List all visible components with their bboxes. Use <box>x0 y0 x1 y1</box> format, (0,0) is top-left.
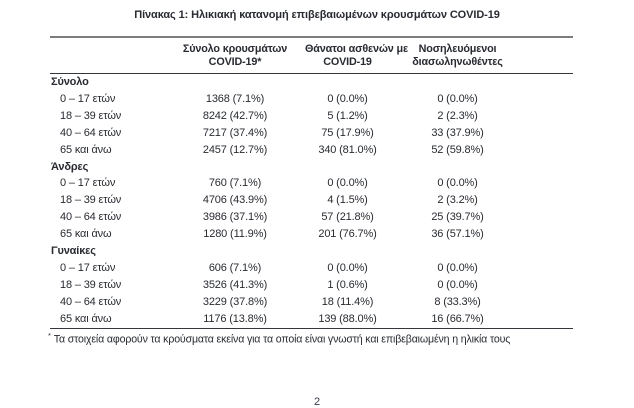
section-label: Σύνολο <box>51 76 89 88</box>
cases-value: 3229 (37.8%) <box>202 295 268 308</box>
age-group-label: 18 – 39 ετών <box>60 109 122 122</box>
section-header-row: Σύνολο <box>50 74 573 91</box>
intubated-value: 8 (33.3%) <box>434 295 481 308</box>
deaths-value: 57 (21.8%) <box>321 211 374 224</box>
col-header-deaths: Θάνατοι ασθενών με COVID-19 <box>305 37 408 74</box>
cases-value: 1368 (7.1%) <box>205 92 265 105</box>
footnote: * Τα στοιχεία αφορούν τα κρούσματα εκείνα… <box>48 331 593 346</box>
filler-cell <box>525 142 573 159</box>
section-label: Γυναίκες <box>51 245 96 258</box>
deaths-value: 1 (0.6%) <box>327 278 368 291</box>
table-row: 18 – 39 ετών 3526 (41.3%) 1 (0.6%) 0 (0.0%) <box>50 277 573 294</box>
page-number: 2 <box>313 396 321 408</box>
deaths-value: 0 (0.0%) <box>327 92 368 105</box>
deaths-value: 340 (81.0%) <box>318 143 377 156</box>
intubated-value: 0 (0.0%) <box>437 92 478 105</box>
cases-value: 1176 (13.8%) <box>203 312 267 325</box>
filler-cell <box>525 192 573 209</box>
table-row: 65 και άνω 1280 (11.9%) 201 (76.7%) 36 (57.… <box>50 226 573 243</box>
age-group-label: 65 και άνω <box>60 228 112 241</box>
table-row: 40 – 64 ετών 3229 (37.8%) 18 (11.4%) 8 (33.… <box>50 294 573 311</box>
col-header-intubated-line2: διασωληνωθέντες <box>412 56 503 68</box>
table-row: 65 και άνω 2457 (12.7%) 340 (81.0%) 52 (59.… <box>50 142 573 159</box>
deaths-value: 5 (1.2%) <box>327 109 368 122</box>
filler-cell <box>525 294 573 311</box>
intubated-value: 33 (37.9%) <box>431 126 484 139</box>
cases-value: 3526 (41.3%) <box>202 278 268 291</box>
table-row: 40 – 64 ετών 3986 (37.1%) 57 (21.8%) 25 (39… <box>50 209 573 226</box>
cases-value: 7217 (37.4%) <box>202 126 268 139</box>
filler-cell <box>525 108 573 125</box>
intubated-value: 16 (66.7%) <box>431 312 484 325</box>
header-row: Σύνολο κρουσμάτων COVID-19* Θάνατοι ασθε… <box>50 37 573 74</box>
col-header-empty <box>50 37 165 74</box>
age-group-label: 40 – 64 ετών <box>60 211 122 224</box>
cases-value: 8242 (42.7%) <box>202 109 268 122</box>
age-group-label: 0 – 17 ετών <box>60 92 116 105</box>
deaths-value: 18 (11.4%) <box>321 295 374 308</box>
age-group-label: 18 – 39 ετών <box>60 278 122 291</box>
cases-value: 2457 (12.7%) <box>202 143 268 156</box>
section-label: Άνδρες <box>51 160 89 173</box>
col-header-intubated: Νοσηλευόμενοι διασωληνωθέντες <box>390 37 525 74</box>
intubated-value: 0 (0.0%) <box>437 261 478 274</box>
table-row: 0 – 17 ετών 606 (7.1%) 0 (0.0%) 0 (0.0%) <box>50 260 573 277</box>
table-row: 18 – 39 ετών 4706 (43.9%) 4 (1.5%) 2 (3.2%) <box>50 192 573 209</box>
col-header-cases-line2: COVID-19* <box>208 56 262 68</box>
age-group-label: 65 και άνω <box>60 143 112 156</box>
table-row: 0 – 17 ετών 1368 (7.1%) 0 (0.0%) 0 (0.0%) <box>50 91 573 108</box>
table-row: 40 – 64 ετών 7217 (37.4%) 75 (17.9%) 33 (37… <box>50 125 573 142</box>
filler-cell <box>525 175 573 192</box>
intubated-value: 2 (3.2%) <box>437 194 478 207</box>
intubated-value: 2 (2.3%) <box>437 109 478 122</box>
age-group-label: 0 – 17 ετών <box>60 177 116 190</box>
col-header-cases-line1: Σύνολο κρουσμάτων <box>182 43 288 55</box>
deaths-value: 0 (0.0%) <box>327 261 368 274</box>
table-row: 0 – 17 ετών 760 (7.1%) 0 (0.0%) 0 (0.0%) <box>50 175 573 192</box>
filler-cell <box>525 91 573 108</box>
deaths-value: 139 (88.0%) <box>318 312 377 325</box>
intubated-value: 25 (39.7%) <box>431 211 484 224</box>
cases-value: 3986 (37.1%) <box>202 211 268 224</box>
filler-cell <box>525 277 573 294</box>
covid-age-distribution-table: Σύνολο κρουσμάτων COVID-19* Θάνατοι ασθε… <box>50 36 573 329</box>
col-header-deaths-line1: Θάνατοι ασθενών με <box>305 43 408 55</box>
intubated-value: 0 (0.0%) <box>437 177 478 190</box>
section-header-row: Άνδρες <box>50 159 573 176</box>
age-group-label: 0 – 17 ετών <box>60 261 116 274</box>
col-header-cases: Σύνολο κρουσμάτων COVID-19* <box>165 37 305 74</box>
intubated-value: 0 (0.0%) <box>437 278 478 291</box>
table-body: Σύνολο 0 – 17 ετών 1368 (7.1%) 0 (0.0%) 0 (0… <box>50 74 573 329</box>
deaths-value: 201 (76.7%) <box>318 228 377 241</box>
col-header-filler <box>525 37 573 74</box>
age-group-label: 40 – 64 ετών <box>60 295 122 308</box>
filler-cell <box>525 209 573 226</box>
deaths-value: 75 (17.9%) <box>321 126 374 139</box>
cases-value: 760 (7.1%) <box>208 177 262 190</box>
cases-value: 606 (7.1%) <box>208 261 262 274</box>
age-group-label: 18 – 39 ετών <box>60 194 122 207</box>
table-caption: Πίνακας 1: Ηλικιακή κατανομή επιβεβαιωμέ… <box>134 9 500 21</box>
footnote-marker: * <box>48 331 51 340</box>
deaths-value: 4 (1.5%) <box>327 194 368 207</box>
cases-value: 4706 (43.9%) <box>202 194 268 207</box>
filler-cell <box>525 125 573 142</box>
table-row: 65 και άνω 1176 (13.8%) 139 (88.0%) 16 (66.… <box>50 311 573 328</box>
col-header-intubated-line1: Νοσηλευόμενοι <box>418 43 497 55</box>
age-group-label: 40 – 64 ετών <box>60 126 122 139</box>
table-header: Σύνολο κρουσμάτων COVID-19* Θάνατοι ασθε… <box>50 37 573 74</box>
col-header-deaths-line2: COVID-19 <box>323 56 372 68</box>
cases-value: 1280 (11.9%) <box>203 228 267 241</box>
section-header-row: Γυναίκες <box>50 243 573 260</box>
intubated-value: 36 (57.1%) <box>431 228 484 241</box>
filler-cell <box>525 260 573 277</box>
filler-cell <box>525 226 573 243</box>
intubated-value: 52 (59.8%) <box>431 143 484 156</box>
filler-cell <box>525 311 573 328</box>
deaths-value: 0 (0.0%) <box>327 177 368 190</box>
table-row: 18 – 39 ετών 8242 (42.7%) 5 (1.2%) 2 (2.3%) <box>50 108 573 125</box>
age-group-label: 65 και άνω <box>60 312 112 325</box>
footnote-text: Τα στοιχεία αφορούν τα κρούσματα εκείνα … <box>53 333 511 346</box>
